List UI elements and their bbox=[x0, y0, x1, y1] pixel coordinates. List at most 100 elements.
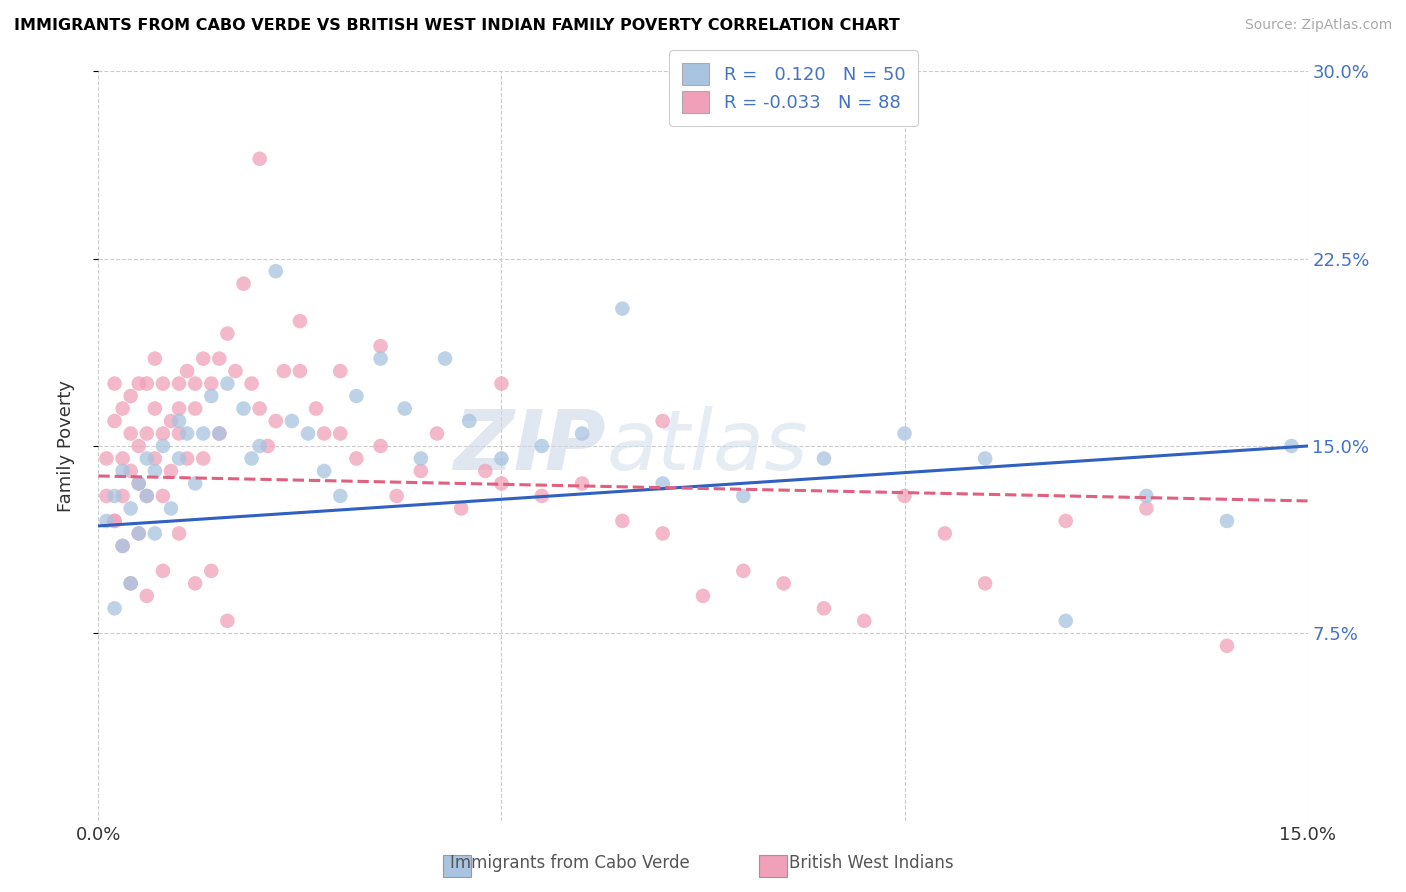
Point bbox=[160, 501, 183, 516]
Point bbox=[120, 464, 142, 478]
Point bbox=[974, 576, 997, 591]
Point bbox=[249, 439, 271, 453]
Point bbox=[458, 414, 481, 428]
Point bbox=[103, 414, 125, 428]
Point bbox=[434, 351, 457, 366]
Point bbox=[111, 451, 134, 466]
Point bbox=[232, 277, 254, 291]
Point bbox=[281, 414, 304, 428]
Point bbox=[160, 464, 183, 478]
Point bbox=[1135, 489, 1157, 503]
Point bbox=[111, 401, 134, 416]
Point bbox=[176, 426, 198, 441]
Point bbox=[135, 589, 157, 603]
Point bbox=[184, 576, 207, 591]
Point bbox=[853, 614, 876, 628]
Point bbox=[103, 489, 125, 503]
Point bbox=[344, 389, 367, 403]
Point bbox=[1281, 439, 1303, 453]
Point bbox=[135, 489, 157, 503]
Point bbox=[120, 576, 142, 591]
Point bbox=[264, 414, 287, 428]
Point bbox=[934, 526, 956, 541]
Point bbox=[893, 489, 915, 503]
Point bbox=[264, 264, 287, 278]
Point bbox=[128, 476, 150, 491]
Text: ZIP: ZIP bbox=[454, 406, 606, 486]
Point bbox=[329, 426, 352, 441]
Point bbox=[96, 489, 118, 503]
Point bbox=[409, 451, 432, 466]
Point bbox=[491, 451, 513, 466]
Point bbox=[111, 464, 134, 478]
Y-axis label: Family Poverty: Family Poverty bbox=[56, 380, 75, 512]
Point bbox=[1135, 501, 1157, 516]
Point bbox=[491, 476, 513, 491]
Point bbox=[103, 514, 125, 528]
Point bbox=[200, 564, 222, 578]
Point bbox=[184, 476, 207, 491]
Point bbox=[135, 426, 157, 441]
Point bbox=[152, 439, 174, 453]
Point bbox=[111, 539, 134, 553]
Point bbox=[208, 426, 231, 441]
Point bbox=[1216, 639, 1239, 653]
Point bbox=[143, 451, 166, 466]
Point bbox=[200, 389, 222, 403]
Point bbox=[120, 389, 142, 403]
Point bbox=[128, 439, 150, 453]
Point bbox=[394, 401, 416, 416]
Point bbox=[474, 464, 496, 478]
Point bbox=[160, 414, 183, 428]
Point bbox=[344, 451, 367, 466]
Point bbox=[152, 564, 174, 578]
Point bbox=[167, 414, 190, 428]
Text: atlas: atlas bbox=[606, 406, 808, 486]
Point bbox=[152, 376, 174, 391]
Point bbox=[167, 426, 190, 441]
Point bbox=[571, 476, 593, 491]
Point bbox=[370, 439, 392, 453]
Point bbox=[224, 364, 246, 378]
Point bbox=[426, 426, 449, 441]
Point bbox=[651, 414, 673, 428]
Point bbox=[200, 376, 222, 391]
Point bbox=[167, 401, 190, 416]
Point bbox=[176, 364, 198, 378]
Point bbox=[120, 426, 142, 441]
Point bbox=[176, 451, 198, 466]
Point bbox=[128, 476, 150, 491]
Point bbox=[167, 451, 190, 466]
Point bbox=[152, 489, 174, 503]
Point bbox=[193, 351, 215, 366]
Point bbox=[314, 426, 336, 441]
Point bbox=[733, 489, 755, 503]
Point bbox=[813, 451, 835, 466]
Point bbox=[329, 364, 352, 378]
Point bbox=[193, 426, 215, 441]
Point bbox=[152, 426, 174, 441]
Point bbox=[249, 152, 271, 166]
Point bbox=[612, 514, 634, 528]
Point bbox=[120, 501, 142, 516]
Point bbox=[143, 351, 166, 366]
Point bbox=[305, 401, 328, 416]
Point bbox=[135, 451, 157, 466]
Text: Source: ZipAtlas.com: Source: ZipAtlas.com bbox=[1244, 18, 1392, 32]
Point bbox=[217, 614, 239, 628]
Point bbox=[1054, 614, 1077, 628]
Point bbox=[450, 501, 472, 516]
Point bbox=[167, 526, 190, 541]
Point bbox=[370, 351, 392, 366]
Point bbox=[111, 489, 134, 503]
Point bbox=[240, 451, 263, 466]
Point bbox=[288, 364, 311, 378]
Point bbox=[217, 376, 239, 391]
Point bbox=[167, 376, 190, 391]
Point bbox=[974, 451, 997, 466]
Point bbox=[314, 464, 336, 478]
Point bbox=[571, 426, 593, 441]
Point bbox=[370, 339, 392, 353]
Point bbox=[692, 589, 714, 603]
Text: IMMIGRANTS FROM CABO VERDE VS BRITISH WEST INDIAN FAMILY POVERTY CORRELATION CHA: IMMIGRANTS FROM CABO VERDE VS BRITISH WE… bbox=[14, 18, 900, 33]
